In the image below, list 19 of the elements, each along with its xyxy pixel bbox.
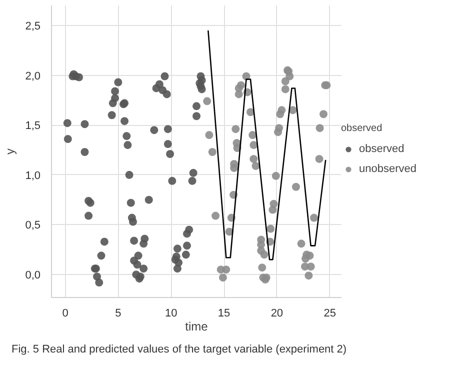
y-tick-label: 1,5 — [25, 120, 41, 132]
y-tick-label: 2,5 — [25, 20, 41, 32]
x-tick-label: 20 — [270, 308, 284, 320]
x-axis-title: time — [185, 320, 208, 334]
legend-title: observed — [341, 123, 384, 134]
legend-label: unobserved — [359, 163, 416, 175]
y-axis-title: y — [3, 148, 18, 154]
line-series — [207, 30, 326, 260]
x-tick-label: 10 — [164, 308, 178, 320]
legend-label: observed — [359, 143, 404, 155]
y-tick-label: 1,0 — [25, 170, 41, 182]
x-tick-label: 25 — [324, 308, 336, 320]
y-tick-label: 2,0 — [25, 70, 41, 82]
y-tick-label: 0,0 — [25, 270, 41, 282]
x-tick-label: 0 — [62, 308, 68, 320]
y-tick-label: 0,5 — [25, 220, 41, 232]
x-tick-label: 5 — [115, 308, 122, 320]
caption: Fig. 5 Real and predicted values of the target variable (experiment 2) — [12, 344, 347, 356]
x-tick-label: 15 — [218, 308, 230, 320]
